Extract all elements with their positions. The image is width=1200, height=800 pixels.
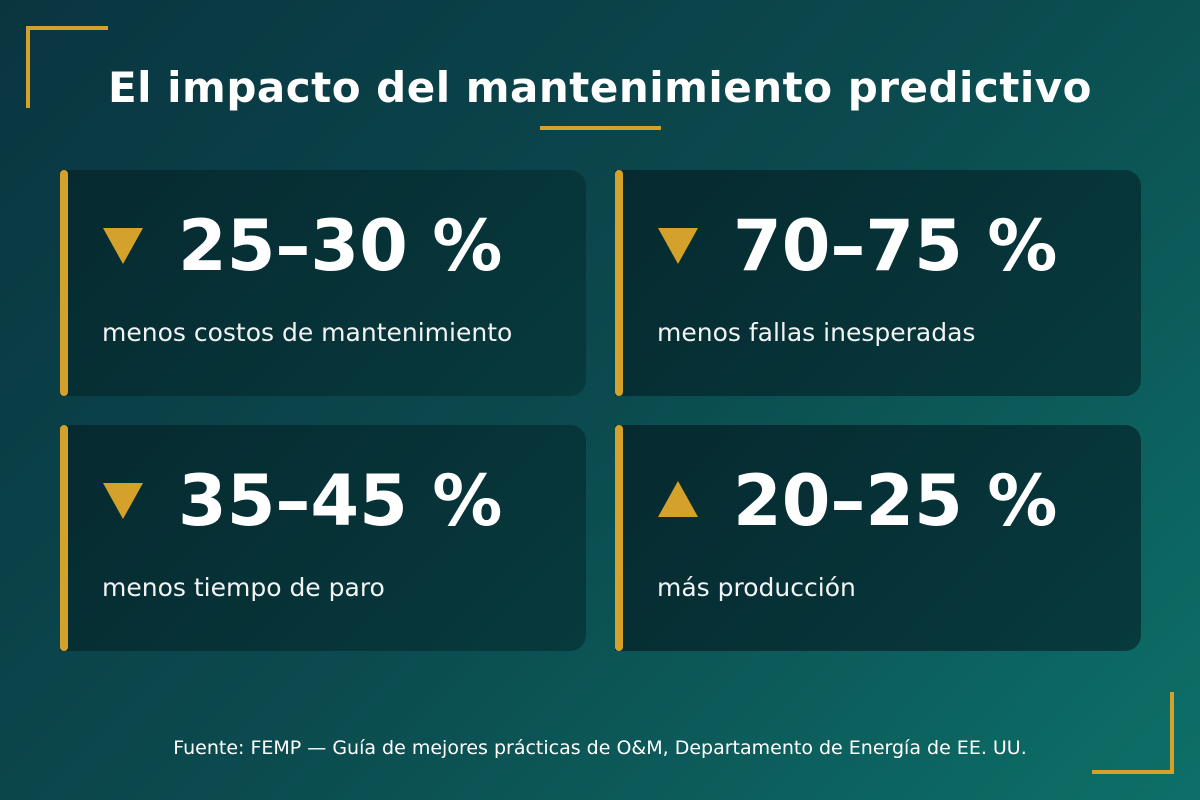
corner-frame-bottom-right — [1092, 692, 1174, 774]
stat-card-downtime: 35–45 % menos tiempo de paro — [60, 425, 586, 651]
title-underline — [540, 126, 661, 130]
source-footnote: Fuente: FEMP — Guía de mejores prácticas… — [173, 737, 1027, 759]
stat-label: menos fallas inesperadas — [657, 318, 976, 347]
triangle-down-icon — [658, 228, 698, 264]
stat-card-unexpected-failures: 70–75 % menos fallas inesperadas — [615, 170, 1141, 396]
stat-value: 35–45 % — [178, 460, 503, 542]
stat-label: menos costos de mantenimiento — [102, 318, 513, 347]
card-accent-bar — [60, 170, 68, 396]
card-accent-bar — [60, 425, 68, 651]
stat-card-maintenance-costs: 25–30 % menos costos de mantenimiento — [60, 170, 586, 396]
stat-card-production: 20–25 % más producción — [615, 425, 1141, 651]
stat-value: 20–25 % — [733, 460, 1058, 542]
triangle-up-icon — [658, 481, 698, 517]
card-accent-bar — [615, 170, 623, 396]
corner-frame-top-left — [26, 26, 108, 108]
triangle-down-icon — [103, 228, 143, 264]
triangle-down-icon — [103, 483, 143, 519]
card-accent-bar — [615, 425, 623, 651]
page-title: El impacto del mantenimiento predictivo — [107, 63, 1093, 112]
stat-value: 25–30 % — [178, 205, 503, 287]
stat-label: menos tiempo de paro — [102, 573, 385, 602]
stat-value: 70–75 % — [733, 205, 1058, 287]
stat-label: más producción — [657, 573, 856, 602]
